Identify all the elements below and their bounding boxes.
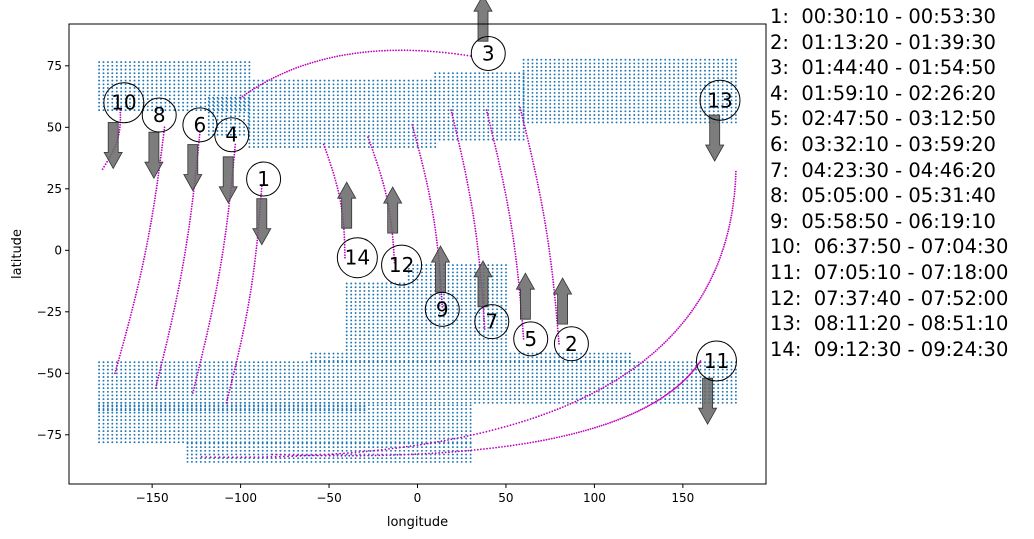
x-tick: −150 bbox=[136, 484, 169, 505]
y-tick: −50 bbox=[37, 366, 69, 380]
coverage-region bbox=[522, 58, 737, 124]
track-label-5: 5 bbox=[513, 321, 549, 357]
y-axis-label: latitude bbox=[10, 229, 25, 279]
arrow-track-9 bbox=[430, 245, 451, 293]
x-tick-label: −50 bbox=[316, 491, 341, 505]
legend: 1: 00:30:10 - 00:53:30 2: 01:13:20 - 01:3… bbox=[770, 4, 1008, 362]
x-tick-label: 50 bbox=[498, 491, 513, 505]
arrow-track-3 bbox=[473, 0, 493, 42]
arrow-track-10 bbox=[103, 122, 123, 170]
legend-entry: 9: 05:58:50 - 06:19:10 bbox=[770, 209, 996, 233]
y-tick-label: 25 bbox=[47, 182, 62, 196]
y-tick-label: −25 bbox=[37, 305, 62, 319]
arrow-track-6 bbox=[183, 144, 203, 192]
arrow-track-12 bbox=[383, 186, 403, 234]
x-tick: −50 bbox=[316, 484, 342, 505]
arrow-track-14 bbox=[337, 181, 357, 229]
track-label-11: 11 bbox=[695, 340, 737, 382]
legend-entry: 14: 09:12:30 - 09:24:30 bbox=[770, 337, 1009, 361]
legend-entry: 4: 01:59:10 - 02:26:20 bbox=[770, 81, 996, 105]
track-5 bbox=[485, 109, 525, 340]
x-tick-label: 0 bbox=[414, 491, 422, 505]
track-2 bbox=[519, 106, 560, 345]
track-label-10: 10 bbox=[103, 82, 145, 124]
track-label-3: 3 bbox=[470, 36, 506, 72]
coverage-region bbox=[207, 96, 250, 136]
legend-entry: 13: 08:11:20 - 08:51:10 bbox=[770, 312, 1009, 336]
track-11 bbox=[271, 360, 702, 457]
legend-entry: 1: 00:30:10 - 00:53:30 bbox=[770, 5, 996, 28]
track-3 bbox=[239, 49, 472, 99]
y-tick-label: 0 bbox=[54, 243, 62, 257]
x-tick-label: 150 bbox=[671, 491, 694, 505]
coverage-region bbox=[310, 352, 631, 362]
x-tick: 150 bbox=[671, 484, 694, 505]
y-tick: 25 bbox=[47, 182, 69, 196]
track-label-13: 13 bbox=[699, 79, 741, 121]
axis-ticks: −150 −100 −50 0 50 100 150 −75 −50 −25 0 25 50 75 bbox=[37, 59, 695, 505]
legend-entry: 3: 01:44:40 - 01:54:50 bbox=[770, 56, 996, 80]
coverage-region bbox=[186, 442, 472, 463]
x-tick: −100 bbox=[224, 484, 257, 505]
coverage-region bbox=[248, 79, 437, 148]
y-tick: −75 bbox=[37, 428, 69, 442]
track-label-6: 6 bbox=[182, 107, 218, 143]
track-7 bbox=[450, 109, 486, 330]
track-label-2: 2 bbox=[553, 326, 589, 362]
legend-entry: 5: 02:47:50 - 03:12:50 bbox=[770, 107, 996, 131]
track-label-8: 8 bbox=[141, 97, 177, 133]
arrow-track-11 bbox=[697, 377, 718, 426]
arrow-track-5 bbox=[515, 272, 536, 320]
x-axis-label: longitude bbox=[387, 515, 448, 530]
arrow-track-13 bbox=[705, 114, 725, 162]
arrow-track-7 bbox=[473, 260, 493, 308]
coverage-region bbox=[98, 361, 737, 404]
x-tick-label: −150 bbox=[136, 491, 169, 505]
legend-entry: 10: 06:37:50 - 07:04:30 bbox=[770, 235, 1009, 259]
coverage-region bbox=[434, 72, 525, 141]
arrow-track-1 bbox=[252, 198, 272, 246]
track-label-14: 14 bbox=[336, 237, 378, 279]
arrow-track-4 bbox=[218, 156, 238, 204]
y-tick-label: 50 bbox=[47, 120, 62, 134]
x-tick: 50 bbox=[498, 484, 514, 505]
legend-entry: 8: 05:05:00 - 05:31:40 bbox=[770, 184, 996, 208]
legend-entry: 7: 04:23:30 - 04:46:20 bbox=[770, 158, 996, 182]
ground-tracks bbox=[101, 49, 737, 459]
track-label-9: 9 bbox=[424, 291, 460, 327]
y-tick: −25 bbox=[37, 305, 69, 319]
y-tick: 0 bbox=[54, 243, 69, 257]
x-tick-label: −100 bbox=[224, 491, 257, 505]
y-tick-label: −50 bbox=[37, 366, 62, 380]
track-label-1: 1 bbox=[246, 161, 282, 197]
legend-entry: 11: 07:05:10 - 07:18:00 bbox=[770, 260, 1009, 284]
y-tick-label: 75 bbox=[47, 59, 62, 73]
track-label-7: 7 bbox=[474, 304, 510, 340]
x-tick: 100 bbox=[583, 484, 606, 505]
direction-arrows bbox=[103, 0, 725, 426]
track-13 bbox=[200, 170, 737, 459]
coverage-region bbox=[345, 282, 410, 355]
coverage-region bbox=[98, 61, 251, 112]
legend-entry: 2: 01:13:20 - 01:39:30 bbox=[770, 30, 996, 54]
track-label-4: 4 bbox=[214, 117, 250, 153]
legend-entry: 6: 03:32:10 - 03:59:20 bbox=[770, 132, 996, 156]
x-tick-label: 100 bbox=[583, 491, 606, 505]
y-tick-label: −75 bbox=[37, 428, 62, 442]
x-tick: 0 bbox=[414, 484, 422, 505]
coverage-points bbox=[98, 58, 737, 463]
legend-entry: 12: 07:37:40 - 07:52:00 bbox=[770, 286, 1009, 310]
y-tick: 50 bbox=[47, 120, 69, 134]
track-label-12: 12 bbox=[381, 244, 423, 286]
arrow-track-8 bbox=[144, 131, 164, 180]
track-8 bbox=[114, 126, 166, 375]
y-tick: 75 bbox=[47, 59, 69, 73]
arrow-track-2 bbox=[552, 277, 573, 325]
